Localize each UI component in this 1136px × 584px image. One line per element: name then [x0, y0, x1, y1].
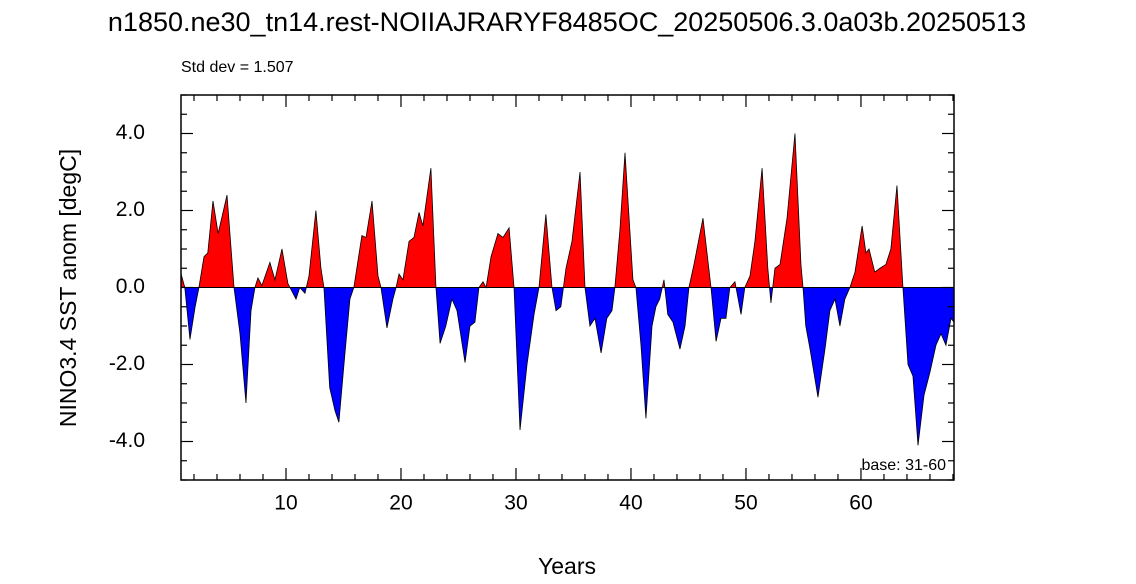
negative-area [181, 287, 954, 446]
x-tick-label: 60 [849, 492, 872, 515]
y-tick-label: 0.0 [116, 275, 145, 298]
positive-area [181, 133, 954, 288]
subtitle: Std dev = 1.507 [181, 59, 294, 76]
outline [180, 133, 955, 446]
y-tick-label: -2.0 [109, 352, 145, 375]
x-tick-label: 40 [619, 492, 642, 515]
x-tick-label: 20 [389, 492, 412, 515]
x-tick-label: 10 [274, 492, 297, 515]
x-tick-label: 30 [504, 492, 527, 515]
y-tick-label: 4.0 [116, 121, 145, 144]
y-tick-label: 2.0 [116, 198, 145, 221]
chart-title: n1850.ne30_tn14.rest-NOIIAJRARYF8485OC_2… [108, 7, 1026, 37]
x-tick-label: 50 [734, 492, 757, 515]
x-axis-label: Years [538, 553, 596, 579]
y-axis-label: NINO3.4 SST anom [degC] [55, 149, 81, 427]
y-tick-label: -4.0 [109, 429, 145, 452]
annotation: base: 31-60 [861, 457, 946, 474]
